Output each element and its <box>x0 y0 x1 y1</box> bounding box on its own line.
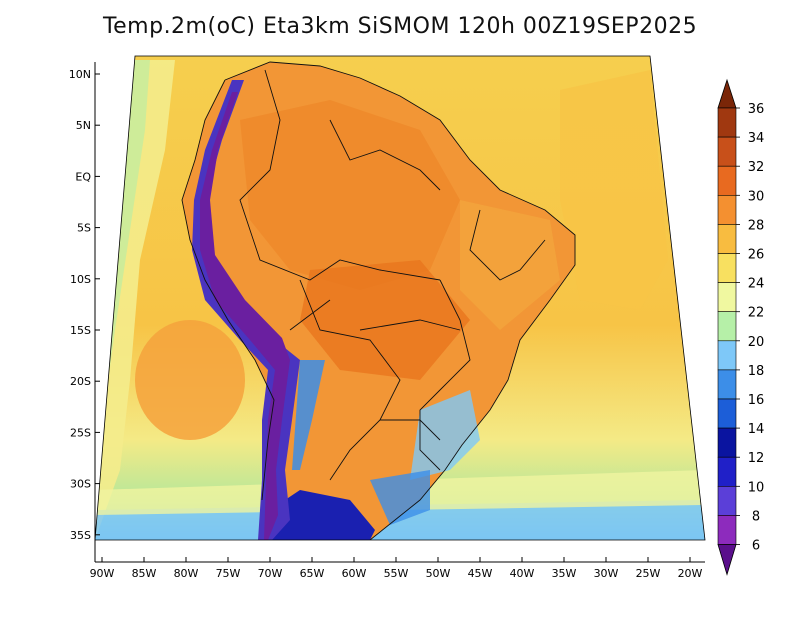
andes-fringe <box>292 360 325 470</box>
lon-tick-label: 55W <box>384 567 409 580</box>
lon-tick-label: 60W <box>342 567 367 580</box>
colorbar-segment <box>717 485 737 516</box>
lon-tick-label: 90W <box>90 567 115 580</box>
lat-tick-label: 5S <box>77 222 91 235</box>
colorbar-label: 6 <box>752 539 760 554</box>
south-cool-zone <box>370 470 430 525</box>
lat-tick-label: 10N <box>69 68 91 81</box>
colorbar-max-arrow <box>717 78 737 109</box>
colorbar: 36 34 32 30 28 26 24 22 20 18 16 14 12 10 8 6 <box>717 78 765 576</box>
colorbar-segment <box>717 253 737 283</box>
colorbar-label: 18 <box>748 364 765 379</box>
lat-tick-label: 35S <box>70 529 91 542</box>
lat-tick-label: 5N <box>76 119 91 132</box>
northeast-warm-zone <box>460 200 560 330</box>
lon-tick-label: 20W <box>678 567 703 580</box>
map-frame <box>94 55 706 541</box>
lat-tick-label: 20S <box>70 375 91 388</box>
lon-tick-label: 85W <box>132 567 157 580</box>
lon-tick-label: 65W <box>300 567 325 580</box>
colorbar-label: 32 <box>748 160 765 175</box>
pacific-warm-patch <box>135 320 245 440</box>
amazon-warm-zone <box>240 100 460 290</box>
lon-tick-label: 35W <box>552 567 577 580</box>
colorbar-label: 30 <box>748 189 765 204</box>
patagonia-cold-zone <box>270 490 375 540</box>
map-title: Temp.2m(oC) Eta3km SiSMOM 120h 00Z19SEP2… <box>102 14 698 39</box>
colorbar-segment <box>717 224 737 254</box>
colorbar-label: 36 <box>748 102 765 117</box>
latitude-axis: 10N 5N EQ 5S 10S 15S 20S 25S 30S 35S <box>69 68 100 542</box>
colorbar-label: 22 <box>748 306 765 321</box>
lat-tick-label: 25S <box>70 426 91 439</box>
colorbar-label: 16 <box>748 393 765 408</box>
colorbar-segment <box>717 107 737 138</box>
map-domain <box>95 56 705 540</box>
colorbar-label: 26 <box>748 248 765 263</box>
country-borders <box>181 61 576 540</box>
colorbar-label: 14 <box>748 422 765 437</box>
central-hot-zone <box>300 260 470 380</box>
andes-very-cold-core <box>200 92 290 540</box>
colorbar-segment <box>717 136 737 167</box>
colorbar-label: 20 <box>748 335 765 350</box>
lon-tick-label: 75W <box>216 567 241 580</box>
colorbar-label: 10 <box>748 480 765 495</box>
longitude-axis: 90W 85W 80W 75W 70W 65W 60W 55W 50W 45W 40W 35W 30W 2… <box>90 557 703 580</box>
colorbar-label: 34 <box>748 131 765 146</box>
colorbar-segment <box>717 427 737 458</box>
colorbar-label: 8 <box>752 509 760 524</box>
colorbar-min-arrow <box>717 544 737 576</box>
colorbar-segment <box>717 340 737 371</box>
colorbar-segment <box>717 282 737 313</box>
colorbar-label: 24 <box>748 277 765 292</box>
colorbar-segment <box>717 195 737 225</box>
lon-tick-label: 70W <box>258 567 283 580</box>
lon-tick-label: 80W <box>174 567 199 580</box>
lon-tick-label: 30W <box>594 567 619 580</box>
colorbar-segment <box>717 165 737 196</box>
lon-tick-label: 50W <box>426 567 451 580</box>
colorbar-segment <box>717 369 737 400</box>
colorbar-segment <box>717 456 737 487</box>
lon-tick-label: 40W <box>510 567 535 580</box>
lat-tick-label: 30S <box>70 478 91 491</box>
colorbar-label: 28 <box>748 218 765 233</box>
lat-tick-label: 10S <box>70 273 91 286</box>
atlantic-warm-zone <box>560 70 668 310</box>
lat-tick-label: 15S <box>70 324 91 337</box>
colorbar-segment <box>717 398 737 429</box>
lat-tick-label: EQ <box>75 170 91 183</box>
colorbar-segment <box>717 515 737 545</box>
colorbar-label: 12 <box>748 451 765 466</box>
lon-tick-label: 45W <box>468 567 493 580</box>
colorbar-segment <box>717 311 737 342</box>
lon-tick-label: 25W <box>636 567 661 580</box>
